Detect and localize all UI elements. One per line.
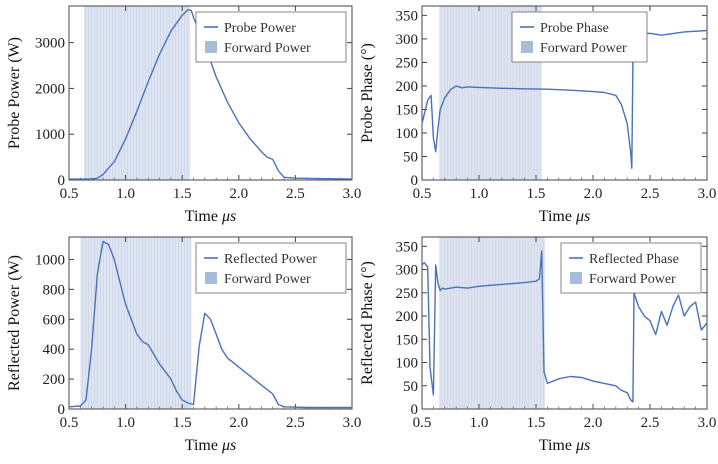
- y-tick-label: 200: [43, 372, 66, 388]
- plot-frame: [68, 236, 353, 410]
- legend-fill-swatch: [521, 41, 533, 53]
- y-tick-label: 200: [396, 309, 419, 325]
- x-tick-label: 3.0: [343, 415, 362, 431]
- legend: Probe Power Forward Power: [195, 11, 347, 63]
- x-tick-label: 1.5: [527, 186, 546, 202]
- x-tick-label: 2.5: [286, 415, 305, 431]
- y-tick-label: 400: [43, 342, 66, 358]
- y-tick-label: 100: [396, 126, 419, 142]
- y-axis-label: Probe Phase (°): [359, 43, 376, 143]
- y-tick-label: 2000: [35, 81, 65, 97]
- legend-label: Probe Power: [224, 21, 296, 36]
- forward-power-stripes: [440, 237, 544, 409]
- x-tick-label: 3.0: [698, 186, 717, 202]
- legend-box: [195, 11, 347, 63]
- y-tick-label: 350: [396, 8, 419, 24]
- legend-box: [560, 242, 702, 294]
- legend-fill-swatch: [205, 41, 217, 53]
- x-axis-label: Time μs: [185, 208, 236, 225]
- y-tick-label: 1000: [35, 252, 65, 268]
- x-tick-label: 2.0: [229, 186, 248, 202]
- legend-label: Reflected Power: [224, 252, 317, 267]
- x-tick-label: 1.5: [173, 186, 192, 202]
- legend-box: [195, 242, 347, 294]
- x-tick-label: 0.5: [60, 415, 79, 431]
- x-tick-label: 3.0: [698, 415, 717, 431]
- x-tick-label: 0.5: [413, 186, 432, 202]
- legend: Reflected Phase Forward Power: [560, 242, 702, 294]
- x-tick-label: 0.5: [413, 415, 432, 431]
- y-tick-label: 50: [403, 149, 418, 165]
- x-tick-label: 2.0: [584, 415, 603, 431]
- y-tick-label: 0: [411, 173, 419, 189]
- x-tick-label: 0.5: [60, 186, 79, 202]
- legend-label: Forward Power: [540, 41, 627, 56]
- legend-label: Forward Power: [224, 41, 311, 56]
- y-tick-label: 100: [396, 356, 419, 372]
- y-tick-label: 250: [396, 55, 419, 71]
- y-tick-label: 300: [396, 263, 419, 279]
- x-tick-label: 2.5: [286, 186, 305, 202]
- y-tick-label: 300: [396, 32, 419, 48]
- x-tick-label: 1.5: [527, 415, 546, 431]
- legend: Probe Phase Forward Power: [511, 11, 648, 63]
- forward-power-stripes: [85, 6, 189, 180]
- legend-box: [511, 11, 648, 63]
- legend-fill-swatch: [205, 272, 217, 284]
- legend-label: Forward Power: [224, 272, 311, 287]
- y-tick-label: 150: [396, 102, 419, 118]
- y-axis-label: Reflected Power (W): [6, 255, 23, 391]
- series-line: [69, 9, 353, 180]
- plot-frame: [421, 5, 708, 181]
- y-tick-label: 3000: [35, 36, 65, 52]
- y-tick-label: 350: [396, 239, 419, 255]
- x-axis-label: Time μs: [185, 437, 236, 454]
- y-tick-label: 0: [58, 173, 66, 189]
- x-axis-label: Time μs: [539, 208, 590, 225]
- y-tick-label: 0: [411, 402, 419, 418]
- x-tick-label: 1.5: [173, 415, 192, 431]
- x-tick-label: 1.0: [116, 415, 135, 431]
- chart-reflected-power: 0.5 1.0 1.5 2.0 2.5 3.0 0 200 400 600 800 1000 Time …: [6, 236, 362, 454]
- x-tick-label: 2.0: [584, 186, 603, 202]
- y-tick-label: 600: [43, 312, 66, 328]
- y-tick-label: 800: [43, 282, 66, 298]
- x-axis-label: Time μs: [539, 437, 590, 454]
- legend: Reflected Power Forward Power: [195, 242, 347, 294]
- x-tick-label: 1.0: [470, 186, 489, 202]
- y-tick-label: 200: [396, 79, 419, 95]
- y-axis-label: Reflected Phase (°): [359, 261, 376, 385]
- chart-probe-power: 0.5 1.0 1.5 2.0 2.5 3.0 0 1000 2000 3000 Time μs Pr…: [6, 5, 362, 225]
- legend-label: Forward Power: [589, 272, 676, 287]
- y-tick-label: 150: [396, 332, 419, 348]
- y-tick-label: 250: [396, 286, 419, 302]
- x-tick-label: 2.5: [641, 186, 660, 202]
- forward-power-band: [80, 237, 192, 409]
- forward-power-stripes: [82, 237, 191, 409]
- series-line: [68, 240, 352, 409]
- plot-frame: [68, 5, 353, 181]
- x-tick-label: 3.0: [343, 186, 362, 202]
- y-tick-label: 50: [403, 379, 418, 395]
- legend-label: Reflected Phase: [589, 252, 679, 267]
- legend-fill-swatch: [570, 272, 582, 284]
- legend-label: Probe Phase: [540, 21, 609, 36]
- x-tick-label: 1.0: [470, 415, 489, 431]
- series-line: [421, 250, 708, 403]
- chart-probe-phase: 0.5 1.0 1.5 2.0 2.5 3.0 0 50 100 150 200 250 300 350 T…: [359, 5, 717, 225]
- y-axis-label: Probe Power (W): [6, 37, 23, 149]
- x-tick-label: 2.5: [641, 415, 660, 431]
- chart-reflected-phase: 0.5 1.0 1.5 2.0 2.5 3.0 0 50 100 150 200 250 300 350 T…: [359, 236, 717, 454]
- y-tick-label: 0: [58, 402, 66, 418]
- x-tick-label: 2.0: [229, 415, 248, 431]
- x-tick-label: 1.0: [116, 186, 135, 202]
- y-tick-label: 1000: [35, 127, 65, 143]
